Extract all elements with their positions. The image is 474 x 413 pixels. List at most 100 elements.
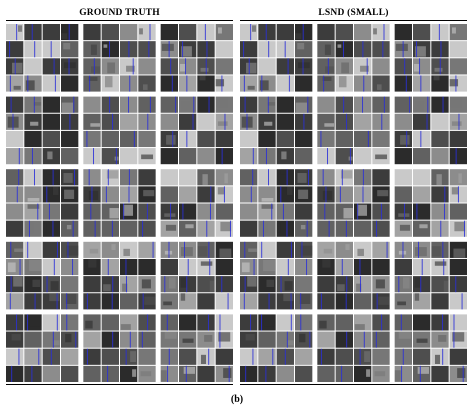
image-tile: [138, 169, 156, 186]
tile-texture: [322, 76, 332, 81]
blue-stripe: [268, 169, 269, 186]
mosaic-block: [6, 169, 79, 237]
blue-stripe: [93, 58, 95, 75]
image-tile: [197, 96, 215, 113]
mosaic-block: [240, 241, 313, 310]
image-tile: [276, 75, 294, 92]
image-tile: [317, 331, 335, 348]
blue-stripe: [111, 220, 113, 237]
blue-stripe: [286, 331, 288, 348]
image-tile: [120, 331, 138, 348]
blue-stripe: [290, 293, 292, 310]
image-tile: [413, 75, 431, 92]
tile-texture: [143, 190, 155, 197]
blue-stripe: [12, 113, 14, 130]
image-tile: [61, 130, 79, 148]
tile-texture: [181, 46, 192, 57]
image-tile: [431, 24, 449, 41]
blue-stripe: [359, 276, 361, 293]
image-tile: [431, 41, 449, 58]
blue-stripe: [440, 220, 442, 237]
blue-stripe: [128, 41, 130, 58]
image-tile: [240, 220, 258, 237]
tile-texture: [164, 213, 176, 217]
image-tile: [335, 331, 353, 348]
tile-texture: [415, 101, 425, 112]
tile-texture: [324, 44, 331, 55]
mosaic-block: [160, 241, 233, 310]
image-tile: [24, 169, 42, 186]
image-tile: [335, 293, 353, 310]
image-tile: [197, 220, 215, 237]
image-tile: [24, 293, 42, 310]
image-tile: [24, 41, 42, 58]
tile-texture: [394, 370, 401, 382]
image-tile: [295, 258, 313, 276]
image-tile: [335, 96, 353, 113]
image-tile: [138, 241, 156, 258]
image-tile: [138, 41, 156, 58]
image-tile: [276, 365, 294, 382]
tile-texture: [63, 42, 71, 50]
blue-stripe: [287, 58, 289, 75]
mosaic-block: [394, 96, 467, 165]
mosaic-block: [240, 169, 313, 237]
image-tile: [101, 24, 119, 41]
blue-stripe: [125, 348, 127, 365]
image-tile: [276, 203, 294, 220]
image-tile: [120, 24, 138, 41]
image-tile: [394, 314, 412, 331]
blue-stripe: [402, 41, 404, 58]
tile-texture: [217, 187, 225, 195]
tile-texture: [374, 371, 386, 377]
tile-texture: [364, 351, 371, 362]
blue-stripe: [265, 148, 267, 165]
tile-texture: [264, 121, 273, 126]
image-tile: [42, 365, 60, 382]
blue-stripe: [142, 293, 144, 310]
image-tile: [160, 186, 178, 203]
blue-stripe: [221, 75, 223, 92]
blue-stripe: [455, 148, 457, 165]
tile-texture: [434, 354, 441, 364]
blue-stripe: [359, 348, 361, 365]
blue-stripe: [250, 186, 252, 203]
tile-texture: [219, 248, 232, 258]
blue-stripe: [376, 293, 378, 310]
tile-texture: [143, 84, 148, 90]
tile-texture: [458, 173, 462, 184]
tile-texture: [402, 277, 410, 289]
image-tile: [179, 169, 197, 186]
tile-texture: [252, 25, 257, 32]
blue-stripe: [342, 41, 344, 58]
tile-texture: [248, 248, 257, 252]
blue-stripe: [67, 241, 69, 258]
mosaic-block: [160, 96, 233, 165]
image-tile: [276, 220, 294, 237]
blue-stripe: [34, 41, 36, 58]
image-tile: [197, 41, 215, 58]
blue-stripe: [244, 96, 246, 113]
tile-texture: [415, 46, 426, 57]
blue-stripe: [186, 276, 188, 293]
tile-texture: [160, 370, 167, 382]
blue-stripe: [107, 365, 109, 382]
image-tile: [258, 96, 276, 113]
blue-stripe: [362, 41, 364, 58]
tile-texture: [261, 197, 274, 202]
image-tile: [317, 348, 335, 365]
blue-stripe: [56, 314, 58, 331]
tile-texture: [354, 324, 365, 330]
image-tile: [449, 58, 467, 75]
tile-texture: [398, 331, 411, 339]
blue-stripe: [206, 41, 208, 58]
blue-stripe: [33, 96, 35, 113]
image-tile: [6, 348, 24, 365]
blue-stripe: [172, 130, 174, 148]
image-tile: [449, 130, 467, 148]
tile-texture: [413, 63, 420, 72]
blue-stripe: [306, 258, 308, 276]
blue-stripe: [453, 314, 455, 331]
tile-texture: [204, 335, 213, 342]
image-tile: [42, 130, 60, 148]
